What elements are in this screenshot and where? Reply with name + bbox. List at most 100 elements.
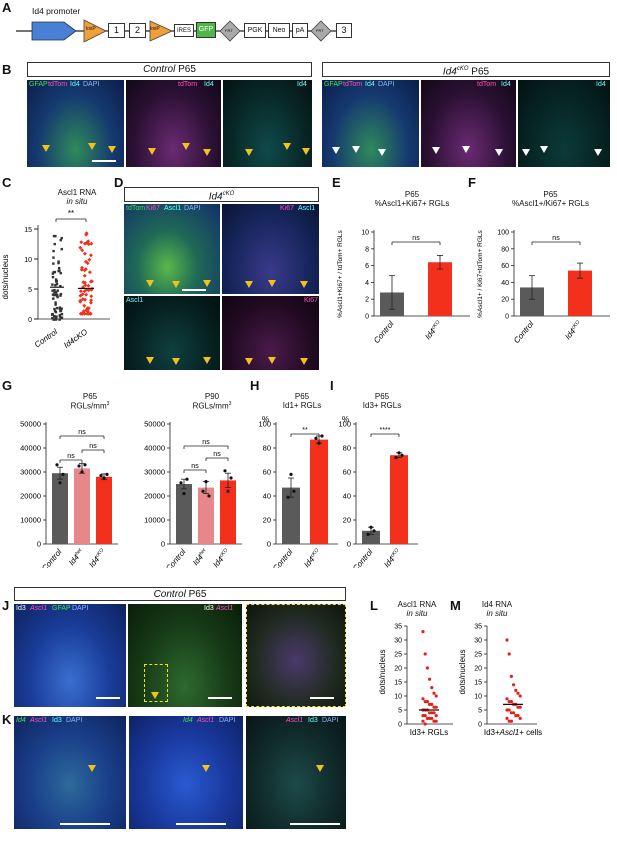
control-point: ■ [54, 233, 57, 239]
l-ylabel: dots/nucleus [378, 650, 387, 695]
l-xlabel: Id3+ RGLs [410, 728, 448, 737]
k-label-ascl1-3: Ascl1 [286, 717, 304, 724]
data-point [425, 666, 429, 670]
data-point [80, 470, 84, 474]
g-p65-title-1: P65 [82, 392, 98, 401]
m-dot-plot: dots/nucleus 0 5 10 15 20 25 30 35 Id3+Ascl1+ c… [458, 624, 542, 738]
cko-point: ◆ [78, 245, 82, 251]
control-point: ■ [57, 259, 60, 265]
cko-point: ◆ [84, 259, 88, 265]
control-point: ■ [57, 261, 60, 267]
data-point [507, 708, 511, 712]
control-point: ■ [55, 293, 58, 299]
data-point [509, 674, 513, 678]
y-tick-label: 100 [338, 420, 351, 429]
scale-bar [92, 160, 116, 162]
scale-bar [208, 697, 232, 699]
arrowhead [182, 143, 190, 150]
data-point [430, 702, 434, 706]
data-point [505, 708, 509, 712]
cko-point: ◆ [87, 305, 91, 311]
data-point [421, 714, 425, 718]
control-point: ■ [58, 317, 61, 323]
control-point: ■ [54, 283, 57, 289]
loxp-triangle [83, 19, 107, 43]
i-title-1: P65 [374, 392, 390, 401]
data-point [516, 714, 520, 718]
j-label-id3-2: Id3 [204, 605, 214, 612]
neo-element: Neo [268, 23, 290, 38]
y-tick-label: 60 [501, 263, 509, 270]
cko-point: ◆ [86, 261, 90, 267]
control-point: ■ [58, 268, 61, 274]
control-point: ■ [55, 289, 58, 295]
data-point [400, 453, 404, 457]
cko-point: ◆ [86, 239, 90, 245]
b-label-tdtom: tdTom [48, 81, 68, 88]
b-control-id4-image: Id4 [223, 80, 312, 167]
b-control-title: Control P65 [27, 62, 312, 77]
y-tick-label: 10000 [20, 516, 41, 525]
loxp-triangle-2 [149, 20, 173, 42]
y-tick-label: 25 [474, 652, 482, 659]
cko-point: ◆ [85, 240, 89, 246]
arrowhead-white [594, 149, 602, 156]
arrowhead-white [522, 149, 530, 156]
arrowhead [300, 358, 308, 365]
x-tick-label-id4cko: Id4cKO [302, 547, 322, 568]
cko-point: ◆ [81, 292, 85, 298]
data-point [505, 697, 509, 701]
control-point: ■ [51, 275, 54, 281]
cko-point: ◆ [87, 311, 91, 317]
data-point [425, 716, 429, 720]
arrowhead [316, 765, 324, 772]
y-tick-label: 5 [478, 708, 482, 715]
b-cko-title-sup: cKO [456, 66, 469, 72]
panel-label-l: L [370, 598, 378, 613]
y-tick-label: 25 [394, 652, 402, 659]
k-label-ascl1: Ascl1 [30, 717, 48, 724]
control-point: ■ [53, 241, 56, 247]
control-point: ■ [55, 292, 58, 298]
promoter-arrow [31, 21, 77, 41]
control-point: ■ [60, 236, 63, 242]
data-point [320, 434, 324, 438]
data-point [421, 630, 425, 634]
data-point [428, 711, 432, 715]
arrowhead [151, 692, 159, 699]
c-xlabel-control: Control [33, 327, 59, 349]
data-point [432, 705, 436, 709]
g-p90-title-2: RGLs/mm3 [162, 401, 262, 411]
cko-point: ◆ [86, 309, 90, 315]
frt-label-2: FRT [316, 28, 324, 33]
y-tick-label: 10 [361, 230, 369, 237]
b-cko-label-tdtom-2: tdTom [477, 81, 497, 88]
cko-point: ◆ [83, 311, 87, 317]
arrowhead [302, 148, 310, 155]
arrowhead [172, 281, 180, 288]
arrowhead [283, 143, 291, 150]
c-ytick: 5 [28, 287, 32, 294]
arrowhead-white [540, 146, 548, 153]
bar-id4cko [220, 480, 236, 544]
data-point [507, 700, 511, 704]
exon-1: 1 [108, 23, 125, 38]
data-point [102, 476, 106, 480]
arrowhead-white [432, 147, 440, 154]
data-point [207, 494, 211, 498]
cko-point: ◆ [83, 251, 87, 257]
arrowhead [245, 358, 253, 365]
d-label-ascl1-3: Ascl1 [126, 297, 144, 304]
data-point [292, 489, 296, 493]
g-p90-bar-chart: 0 10000 20000 30000 40000 50000 Control Id4hetI… [144, 420, 242, 568]
j-label-dapi: DAPI [72, 605, 89, 612]
f-title-2: %Ascl1+/Ki67+ RGLs [512, 199, 589, 208]
panel-label-e: E [332, 175, 341, 190]
cko-point: ◆ [78, 299, 82, 305]
j-label-id3: Id3 [16, 605, 26, 612]
y-tick-label: 0 [478, 722, 482, 729]
b-label-id4: Id4 [70, 81, 80, 88]
y-tick-label: 40000 [20, 444, 41, 453]
m-xlabel-a: Id3+ [484, 728, 500, 737]
b-cko-label-id4-3: Id4 [596, 81, 606, 88]
